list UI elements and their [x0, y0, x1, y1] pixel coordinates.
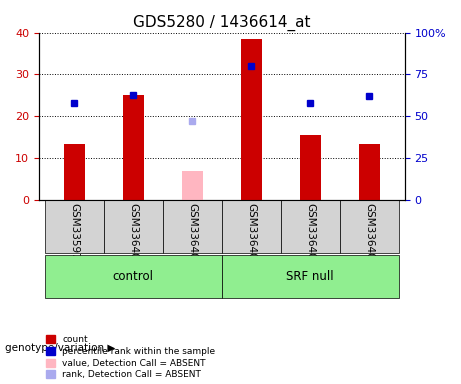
Text: GSM336408: GSM336408 [305, 203, 315, 266]
Text: SRF null: SRF null [286, 270, 334, 283]
FancyBboxPatch shape [45, 255, 222, 298]
Bar [123, 96, 143, 200]
FancyBboxPatch shape [340, 200, 399, 253]
FancyBboxPatch shape [104, 200, 163, 253]
Bar [241, 39, 261, 200]
FancyBboxPatch shape [163, 200, 222, 253]
Text: GSM336405: GSM336405 [128, 203, 138, 266]
Text: GSM335971: GSM335971 [69, 203, 79, 266]
Legend: count, percentile rank within the sample, value, Detection Call = ABSENT, rank, : count, percentile rank within the sample… [46, 335, 215, 379]
Text: control: control [113, 270, 154, 283]
FancyBboxPatch shape [281, 200, 340, 253]
Text: GSM336406: GSM336406 [187, 203, 197, 266]
FancyBboxPatch shape [222, 200, 281, 253]
Text: GSM336407: GSM336407 [246, 203, 256, 266]
Bar [359, 144, 379, 200]
FancyBboxPatch shape [222, 255, 399, 298]
Bar [182, 171, 202, 200]
Bar [300, 135, 320, 200]
FancyBboxPatch shape [45, 200, 104, 253]
Text: genotype/variation ▶: genotype/variation ▶ [5, 343, 115, 353]
Bar [64, 144, 84, 200]
Title: GDS5280 / 1436614_at: GDS5280 / 1436614_at [133, 15, 311, 31]
Text: GSM336409: GSM336409 [364, 203, 374, 266]
